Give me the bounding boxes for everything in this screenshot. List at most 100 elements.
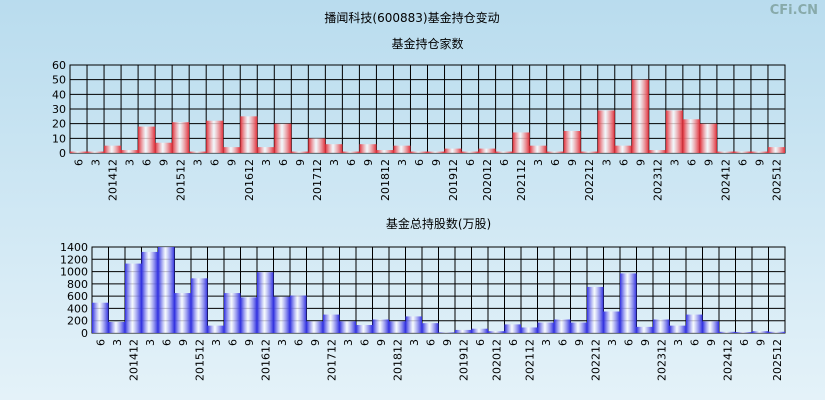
bar — [597, 110, 615, 153]
bar — [306, 321, 323, 333]
bar — [291, 151, 309, 153]
bar — [665, 110, 683, 153]
bar — [87, 151, 105, 153]
bar — [554, 319, 571, 333]
bar — [653, 319, 670, 333]
bar — [699, 123, 717, 153]
x-tick-label: 6 — [358, 339, 371, 346]
x-tick-label: 6 — [498, 159, 511, 166]
bar — [308, 138, 326, 153]
bar — [767, 147, 785, 153]
bar — [563, 131, 581, 153]
x-tick-label: 201912 — [447, 159, 460, 201]
chart-title: 基金总持股数(万股) — [386, 216, 491, 231]
bar — [323, 314, 340, 333]
bar — [206, 120, 224, 153]
x-tick-label: 201512 — [175, 159, 188, 201]
y-tick-label: 600 — [67, 290, 88, 303]
x-tick-label: 9 — [226, 159, 239, 166]
x-tick-label: 9 — [243, 339, 256, 346]
bar — [529, 145, 547, 153]
x-tick-label: 6 — [141, 159, 154, 166]
x-tick-label: 201812 — [391, 339, 404, 381]
x-tick-label: 6 — [556, 339, 569, 346]
x-tick-label: 9 — [754, 339, 767, 346]
x-tick-label: 201912 — [457, 339, 470, 381]
x-tick-label: 6 — [73, 159, 86, 166]
x-tick-label: 9 — [158, 159, 171, 166]
x-tick-label: 9 — [375, 339, 388, 346]
y-tick-label: 1400 — [60, 241, 88, 254]
bar — [274, 123, 292, 153]
bar — [356, 325, 373, 333]
bar — [257, 147, 275, 153]
bar — [438, 332, 455, 333]
bar — [669, 325, 686, 333]
bar — [342, 151, 360, 153]
x-tick-label: 9 — [430, 159, 443, 166]
bar — [125, 263, 142, 333]
bar — [372, 319, 389, 333]
x-tick-label: 6 — [94, 339, 107, 346]
watermark: CFi.CN — [770, 3, 818, 18]
y-tick-label: 30 — [52, 103, 66, 116]
x-tick-label: 6 — [277, 159, 290, 166]
x-tick-label: 3 — [124, 159, 137, 166]
x-tick-label: 3 — [342, 339, 355, 346]
x-tick-label: 6 — [549, 159, 562, 166]
x-tick-label: 201812 — [379, 159, 392, 201]
bar — [422, 323, 439, 333]
bar — [620, 273, 637, 333]
bar — [512, 132, 530, 153]
bar — [682, 119, 700, 153]
bar — [768, 331, 785, 333]
x-tick-label: 9 — [294, 159, 307, 166]
bar — [376, 150, 394, 153]
x-tick-label: 201712 — [325, 339, 338, 381]
bar — [207, 325, 224, 333]
bar — [631, 79, 649, 153]
x-tick-label: 9 — [566, 159, 579, 166]
y-tick-label: 20 — [52, 118, 66, 131]
x-tick-label: 3 — [260, 159, 273, 166]
x-tick-label: 3 — [111, 339, 124, 346]
bar — [224, 293, 241, 333]
bar — [495, 151, 513, 153]
bar — [702, 321, 719, 333]
x-tick-label: 9 — [441, 339, 454, 346]
x-tick-label: 201512 — [193, 339, 206, 381]
bar — [410, 151, 428, 153]
bar — [488, 331, 505, 333]
x-tick-label: 202412 — [721, 339, 734, 381]
bar — [240, 116, 258, 153]
x-tick-label: 6 — [413, 159, 426, 166]
y-tick-label: 200 — [67, 315, 88, 328]
bar — [614, 145, 632, 153]
x-tick-label: 3 — [606, 339, 619, 346]
x-tick-label: 6 — [622, 339, 635, 346]
x-tick-label: 201612 — [259, 339, 272, 381]
x-tick-label: 202212 — [589, 339, 602, 381]
x-tick-label: 9 — [705, 339, 718, 346]
x-tick-label: 6 — [464, 159, 477, 166]
bar — [121, 150, 139, 153]
x-tick-label: 201412 — [127, 339, 140, 381]
bar — [752, 331, 769, 333]
bar — [471, 328, 488, 333]
x-tick-label: 3 — [276, 339, 289, 346]
x-tick-label: 9 — [573, 339, 586, 346]
x-tick-label: 201412 — [107, 159, 120, 201]
bar — [273, 296, 290, 333]
x-tick-label: 202512 — [771, 339, 784, 381]
bar — [580, 151, 598, 153]
bar — [504, 324, 521, 333]
bar — [189, 151, 207, 153]
x-tick-label: 202412 — [719, 159, 732, 201]
bar — [405, 316, 422, 333]
x-tick-label: 3 — [328, 159, 341, 166]
bar — [104, 145, 122, 153]
chart-title: 基金持仓家数 — [391, 36, 463, 51]
x-tick-label: 3 — [90, 159, 103, 166]
y-tick-label: 800 — [67, 278, 88, 291]
bar — [223, 147, 241, 153]
